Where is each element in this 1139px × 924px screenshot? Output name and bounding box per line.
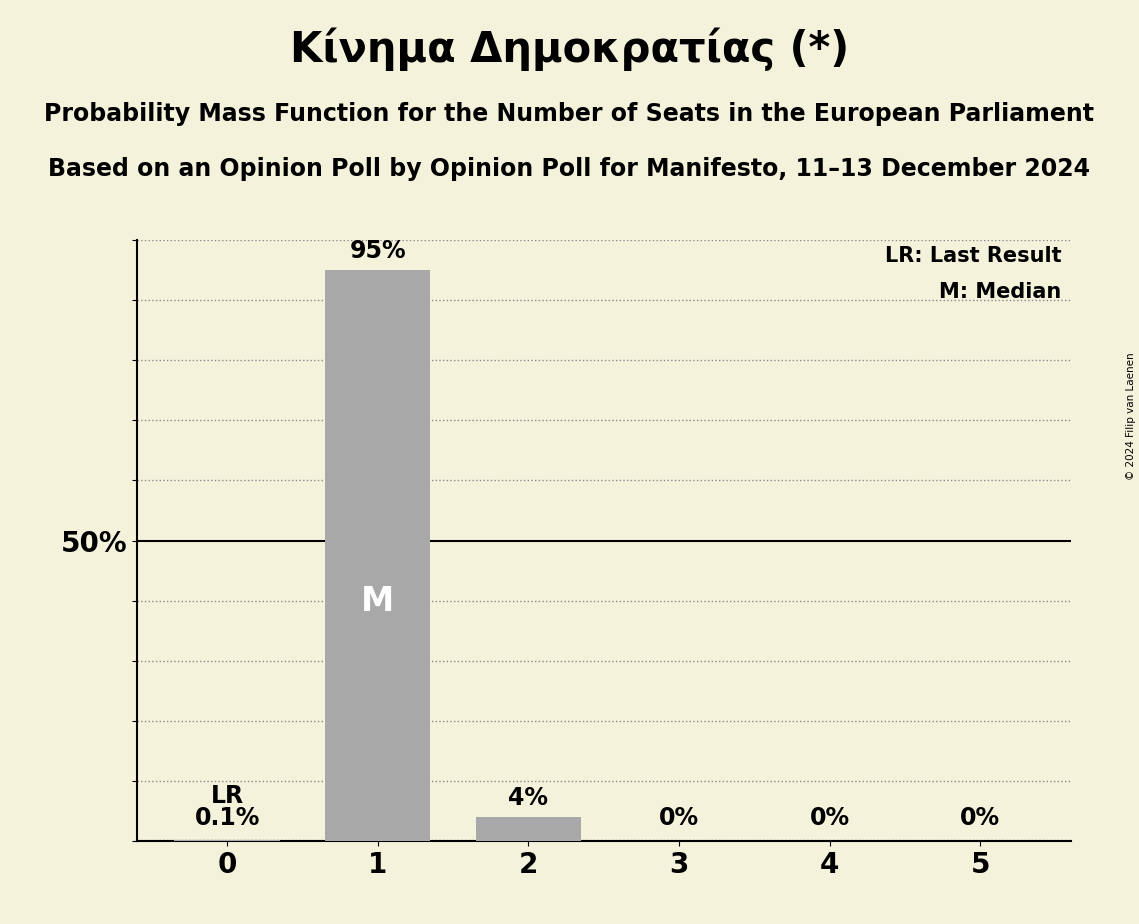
Text: © 2024 Filip van Laenen: © 2024 Filip van Laenen	[1126, 352, 1136, 480]
Text: 0.1%: 0.1%	[195, 806, 260, 830]
Bar	[476, 817, 581, 841]
Text: 0%: 0%	[960, 806, 1000, 830]
Text: Based on an Opinion Poll by Opinion Poll for Manifesto, 11–13 December 2024: Based on an Opinion Poll by Opinion Poll…	[49, 157, 1090, 181]
Text: Κίνημα Δημοκρατίας (*): Κίνημα Δημοκρατίας (*)	[289, 28, 850, 71]
Text: Probability Mass Function for the Number of Seats in the European Parliament: Probability Mass Function for the Number…	[44, 102, 1095, 126]
Text: LR: Last Result: LR: Last Result	[885, 246, 1062, 266]
Text: LR: LR	[211, 784, 244, 808]
Text: 4%: 4%	[508, 785, 548, 809]
Text: 0%: 0%	[810, 806, 850, 830]
Text: 95%: 95%	[350, 239, 405, 263]
Text: M: M	[361, 585, 394, 618]
Text: M: Median: M: Median	[939, 282, 1062, 302]
Text: 0%: 0%	[659, 806, 699, 830]
Bar	[325, 270, 431, 841]
